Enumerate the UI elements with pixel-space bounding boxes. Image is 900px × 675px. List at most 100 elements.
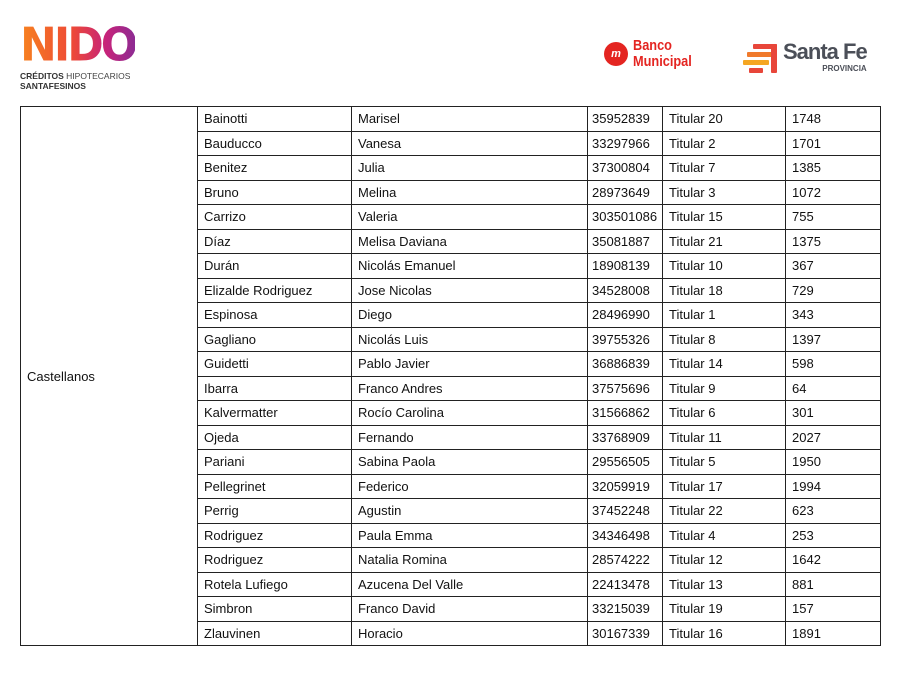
number-cell: 1994 xyxy=(785,473,881,499)
dni-cell: 18908139 xyxy=(587,253,663,279)
number-cell: 755 xyxy=(785,204,881,230)
titular-cell: Titular 7 xyxy=(662,155,786,181)
surname-cell: Espinosa xyxy=(197,302,352,328)
banco-municipal-logo: m Banco Municipal xyxy=(604,38,702,70)
surname-cell: Pellegrinet xyxy=(197,473,352,499)
table-row: Pariani Sabina Paola 29556505 Titular 5 1950 xyxy=(21,449,881,475)
table-row: Rotela Lufiego Azucena Del Valle 22413478 T… xyxy=(21,571,881,597)
titular-cell: Titular 1 xyxy=(662,302,786,328)
first-name-cell: Pablo Javier xyxy=(351,351,588,377)
surname-cell: Bauducco xyxy=(197,130,352,156)
titular-cell: Titular 5 xyxy=(662,449,786,475)
surname-cell: Kalvermatter xyxy=(197,400,352,426)
surname-cell: Bainotti xyxy=(197,106,352,132)
first-name-cell: Sabina Paola xyxy=(351,449,588,475)
titular-cell: Titular 10 xyxy=(662,253,786,279)
surname-cell: Elizalde Rodriguez xyxy=(197,277,352,303)
number-cell: 598 xyxy=(785,351,881,377)
dni-cell: 33768909 xyxy=(587,424,663,450)
surname-cell: Perrig xyxy=(197,498,352,524)
number-cell: 157 xyxy=(785,596,881,622)
first-name-cell: Marisel xyxy=(351,106,588,132)
surname-cell: Bruno xyxy=(197,179,352,205)
surname-cell: Ojeda xyxy=(197,424,352,450)
table-row: Benitez Julia 37300804 Titular 7 1385 xyxy=(21,155,881,181)
banco-line1: Banco xyxy=(633,37,672,54)
number-cell: 881 xyxy=(785,571,881,597)
dni-cell: 28574222 xyxy=(587,547,663,573)
first-name-cell: Federico xyxy=(351,473,588,499)
first-name-cell: Azucena Del Valle xyxy=(351,571,588,597)
nido-sub-rest: HIPOTECARIOS xyxy=(66,71,131,81)
number-cell: 1748 xyxy=(785,106,881,132)
titular-cell: Titular 18 xyxy=(662,277,786,303)
titular-cell: Titular 12 xyxy=(662,547,786,573)
dni-cell: 34346498 xyxy=(587,522,663,548)
table-row: Kalvermatter Rocío Carolina 31566862 Titula… xyxy=(21,400,881,426)
surname-cell: Carrizo xyxy=(197,204,352,230)
first-name-cell: Julia xyxy=(351,155,588,181)
table-row: Guidetti Pablo Javier 36886839 Titular 14 59… xyxy=(21,351,881,377)
titular-cell: Titular 4 xyxy=(662,522,786,548)
number-cell: 623 xyxy=(785,498,881,524)
table-row: Bauducco Vanesa 33297966 Titular 2 1701 xyxy=(21,130,881,156)
table-row: Zlauvinen Horacio 30167339 Titular 16 1891 xyxy=(21,620,881,646)
titular-cell: Titular 20 xyxy=(662,106,786,132)
first-name-cell: Franco David xyxy=(351,596,588,622)
table-row: Ibarra Franco Andres 37575696 Titular 9 64 xyxy=(21,375,881,401)
surname-cell: Durán xyxy=(197,253,352,279)
dni-cell: 37575696 xyxy=(587,375,663,401)
number-cell: 253 xyxy=(785,522,881,548)
number-cell: 301 xyxy=(785,400,881,426)
first-name-cell: Diego xyxy=(351,302,588,328)
table-row: Perrig Agustin 37452248 Titular 22 623 xyxy=(21,498,881,524)
titular-cell: Titular 21 xyxy=(662,228,786,254)
titular-cell: Titular 17 xyxy=(662,473,786,499)
dni-cell: 37452248 xyxy=(587,498,663,524)
dni-cell: 36886839 xyxy=(587,351,663,377)
number-cell: 729 xyxy=(785,277,881,303)
dni-cell: 22413478 xyxy=(587,571,663,597)
banco-municipal-text: Banco Municipal xyxy=(633,38,692,70)
table-row: Simbron Franco David 33215039 Titular 19 157 xyxy=(21,596,881,622)
first-name-cell: Melisa Daviana xyxy=(351,228,588,254)
titular-cell: Titular 15 xyxy=(662,204,786,230)
first-name-cell: Franco Andres xyxy=(351,375,588,401)
dni-cell: 34528008 xyxy=(587,277,663,303)
first-name-cell: Melina xyxy=(351,179,588,205)
table-row: Rodriguez Paula Emma 34346498 Titular 4 253 xyxy=(21,522,881,548)
santa-fe-name: Santa Fe xyxy=(783,39,868,64)
dni-cell: 28973649 xyxy=(587,179,663,205)
number-cell: 1397 xyxy=(785,326,881,352)
nido-logo-subtitle: CRÉDITOS HIPOTECARIOS SANTAFESINOS xyxy=(20,71,135,91)
surname-cell: Benitez xyxy=(197,155,352,181)
dni-cell: 31566862 xyxy=(587,400,663,426)
titular-cell: Titular 2 xyxy=(662,130,786,156)
dni-cell: 35081887 xyxy=(587,228,663,254)
first-name-cell: Natalia Romina xyxy=(351,547,588,573)
number-cell: 2027 xyxy=(785,424,881,450)
number-cell: 343 xyxy=(785,302,881,328)
santa-fe-emblem-icon xyxy=(743,40,779,74)
first-name-cell: Horacio xyxy=(351,620,588,646)
santa-fe-logo: Santa Fe PROVINCIA xyxy=(743,39,868,74)
nido-sub-line2: SANTAFESINOS xyxy=(20,81,86,91)
beneficiaries-table: Castellanos Bainotti Marisel 35952839 Titula… xyxy=(20,106,881,646)
santa-fe-provincia: PROVINCIA xyxy=(822,64,867,73)
table-row: Díaz Melisa Daviana 35081887 Titular 21 1375 xyxy=(21,228,881,254)
titular-cell: Titular 11 xyxy=(662,424,786,450)
surname-cell: Simbron xyxy=(197,596,352,622)
dni-cell: 303501086 xyxy=(587,204,663,230)
surname-cell: Rotela Lufiego xyxy=(197,571,352,597)
surname-cell: Gagliano xyxy=(197,326,352,352)
table-row: Carrizo Valeria 303501086 Titular 15 755 xyxy=(21,204,881,230)
titular-cell: Titular 16 xyxy=(662,620,786,646)
first-name-cell: Paula Emma xyxy=(351,522,588,548)
number-cell: 64 xyxy=(785,375,881,401)
titular-cell: Titular 8 xyxy=(662,326,786,352)
number-cell: 1701 xyxy=(785,130,881,156)
number-cell: 367 xyxy=(785,253,881,279)
nido-logo-word: NIDO xyxy=(20,18,138,73)
surname-cell: Díaz xyxy=(197,228,352,254)
dni-cell: 28496990 xyxy=(587,302,663,328)
